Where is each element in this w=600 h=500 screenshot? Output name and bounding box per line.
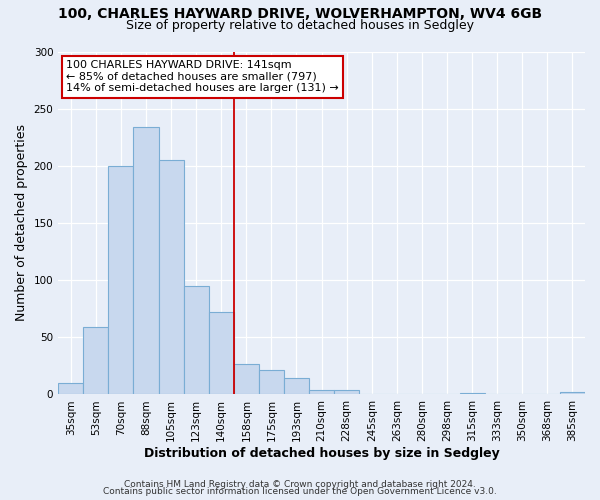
- Text: Contains HM Land Registry data © Crown copyright and database right 2024.: Contains HM Land Registry data © Crown c…: [124, 480, 476, 489]
- Bar: [309, 390, 334, 394]
- Bar: [58, 383, 83, 394]
- Text: 100, CHARLES HAYWARD DRIVE, WOLVERHAMPTON, WV4 6GB: 100, CHARLES HAYWARD DRIVE, WOLVERHAMPTO…: [58, 8, 542, 22]
- Bar: [209, 312, 234, 394]
- Bar: [259, 370, 284, 394]
- Bar: [560, 392, 585, 394]
- Bar: [109, 166, 133, 394]
- Y-axis label: Number of detached properties: Number of detached properties: [15, 124, 28, 322]
- Bar: [158, 160, 184, 394]
- Bar: [284, 378, 309, 394]
- Bar: [184, 286, 209, 395]
- Bar: [133, 127, 158, 394]
- X-axis label: Distribution of detached houses by size in Sedgley: Distribution of detached houses by size …: [144, 447, 499, 460]
- Bar: [234, 364, 259, 394]
- Bar: [334, 390, 359, 394]
- Text: 100 CHARLES HAYWARD DRIVE: 141sqm
← 85% of detached houses are smaller (797)
14%: 100 CHARLES HAYWARD DRIVE: 141sqm ← 85% …: [66, 60, 339, 94]
- Bar: [83, 327, 109, 394]
- Text: Size of property relative to detached houses in Sedgley: Size of property relative to detached ho…: [126, 18, 474, 32]
- Text: Contains public sector information licensed under the Open Government Licence v3: Contains public sector information licen…: [103, 487, 497, 496]
